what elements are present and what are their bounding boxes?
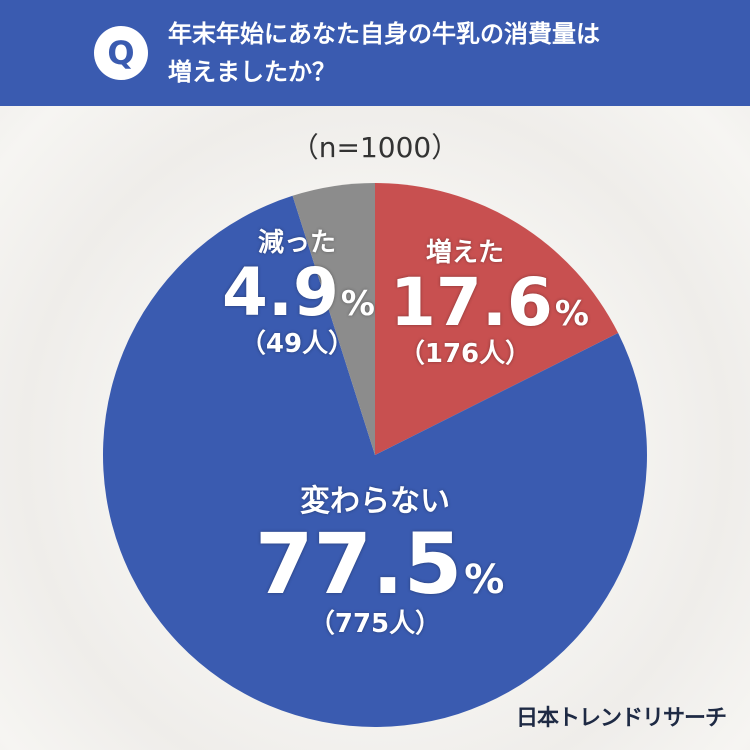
label-unchanged: 変わらない 77.5% （775人） xyxy=(255,482,505,642)
label-decreased: 減った 4.9% （49人） xyxy=(222,226,375,362)
label-unchanged-count: （775人） xyxy=(308,609,442,639)
slice-unchanged xyxy=(102,195,647,728)
slice-decreased xyxy=(292,183,375,455)
label-decreased-percent: 4.9% xyxy=(222,254,375,331)
label-unchanged-percent: 77.5% xyxy=(255,515,505,613)
question-text: 年末年始にあなた自身の牛乳の消費量は 増えましたか？ xyxy=(168,15,688,91)
brand-logo-text: 日本トレンドリサーチ xyxy=(515,706,727,731)
sample-size-label: （n=1000） xyxy=(290,131,460,164)
label-increased-name: 増えた xyxy=(425,238,504,268)
slice-increased xyxy=(375,183,619,455)
label-unchanged-name: 変わらない xyxy=(300,484,450,519)
label-increased: 増えた 17.6% （176人） xyxy=(390,236,589,372)
label-increased-percent: 17.6% xyxy=(390,264,589,341)
question-badge: Q xyxy=(94,26,148,80)
question-line-1: 年末年始にあなた自身の牛乳の消費量は xyxy=(168,20,600,48)
label-decreased-name: 減った xyxy=(257,228,336,258)
label-increased-count: （176人） xyxy=(398,339,532,369)
question-header: Q 年末年始にあなた自身の牛乳の消費量は 増えましたか？ xyxy=(0,0,750,106)
question-line-2: 増えましたか？ xyxy=(168,58,336,86)
label-decreased-count: （49人） xyxy=(239,329,355,359)
